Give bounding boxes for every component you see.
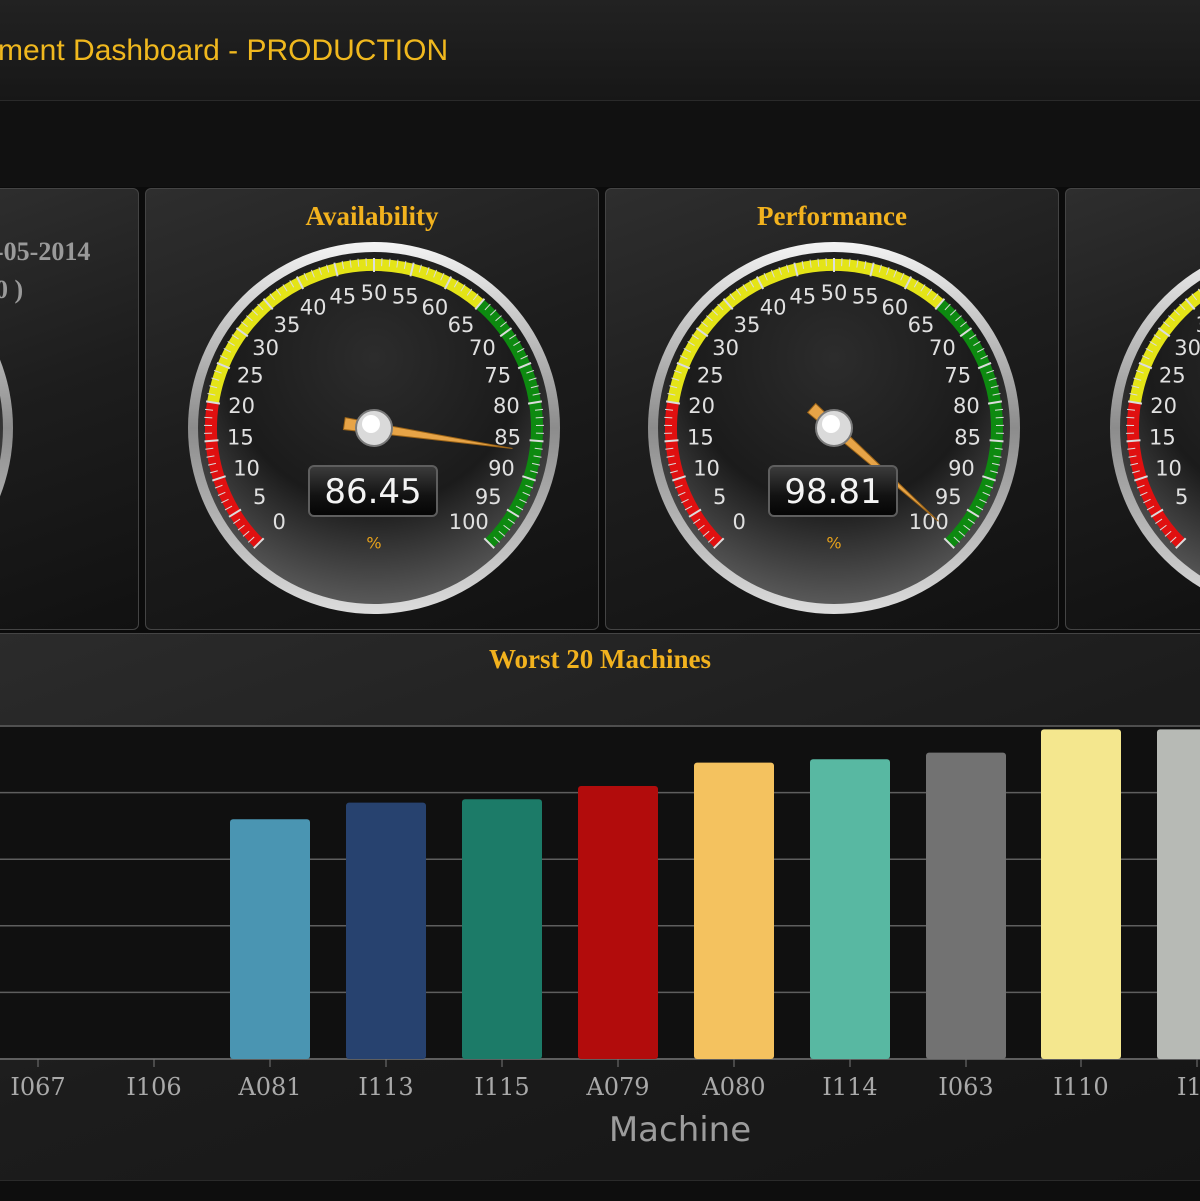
gauge-tick-label: 25 xyxy=(1159,364,1186,388)
title-bar: ment Dashboard - PRODUCTION xyxy=(0,0,1200,101)
x-tick-label: I110 xyxy=(1053,1073,1108,1101)
gauge-tick-label: 90 xyxy=(948,456,975,480)
x-tick-label: A081 xyxy=(237,1073,301,1101)
gauge-tick xyxy=(996,417,1004,418)
gauge-hub-highlight xyxy=(822,415,840,433)
gauge-tick xyxy=(536,417,544,418)
bar-a081 xyxy=(230,819,310,1059)
gauge-tick xyxy=(1126,417,1134,418)
x-tick-label: I113 xyxy=(358,1073,413,1101)
gauge-tick-label: 0 xyxy=(273,510,286,534)
gauge-tick-label: 10 xyxy=(693,456,720,480)
gauge-tick-label: 5 xyxy=(713,485,726,509)
app-title: ment Dashboard - PRODUCTION xyxy=(0,34,448,68)
gauge-tick-label: 0 xyxy=(733,510,746,534)
toolbar-area xyxy=(0,101,1200,187)
bar-i110 xyxy=(1041,729,1121,1059)
gauge-tick-label: 100 xyxy=(449,510,489,534)
gauge-tick-label: 95 xyxy=(935,485,962,509)
gauge-tick xyxy=(530,440,544,441)
bar-i10 xyxy=(1157,729,1200,1059)
gauge-tick-label: 65 xyxy=(448,313,475,337)
gauge-tick-label: 35 xyxy=(1196,313,1200,337)
x-tick-label: I114 xyxy=(822,1073,877,1101)
gauge-tick-label: 40 xyxy=(300,296,327,320)
gauge-tick-label: 35 xyxy=(734,313,761,337)
bar-i063 xyxy=(926,753,1006,1059)
footer-bar xyxy=(0,1180,1200,1201)
gauge-tick-label: 70 xyxy=(929,336,956,360)
gauge-tick-label: 30 xyxy=(1174,336,1200,360)
oee-gauge: 60708090 xyxy=(0,189,139,630)
gauge-tick-label: 30 xyxy=(252,336,279,360)
oee-panel: -05-2014 0 ) 60708090 xyxy=(0,188,139,630)
gauge-tick xyxy=(664,417,672,418)
x-tick-label: A079 xyxy=(585,1073,649,1101)
gauge-tick-label: 45 xyxy=(789,285,816,309)
bar-a080 xyxy=(694,763,774,1059)
gauge-tick-label: 85 xyxy=(954,426,981,450)
gauge-tick-label: 95 xyxy=(475,485,502,509)
gauge-tick-label: 50 xyxy=(361,281,388,305)
gauge-hub-highlight xyxy=(362,415,380,433)
x-axis-label: Machine xyxy=(560,1110,800,1150)
gauge-unit: % xyxy=(826,534,841,553)
gauge-tick-label: 60 xyxy=(881,296,908,320)
gauge-unit: % xyxy=(366,534,381,553)
gauge-tick-label: 50 xyxy=(821,281,848,305)
gauge-tick-label: 55 xyxy=(392,285,419,309)
gauge-tick-label: 30 xyxy=(712,336,739,360)
gauge-tick-label: 90 xyxy=(488,456,515,480)
x-tick-label: I106 xyxy=(126,1073,181,1101)
gauge-tick-label: 5 xyxy=(253,485,266,509)
gauge-tick-label: 25 xyxy=(237,364,264,388)
gauge-tick xyxy=(1127,440,1141,441)
gauge-tick-label: 20 xyxy=(1150,394,1177,418)
x-tick-label: I115 xyxy=(474,1073,529,1101)
gauge-tick-label: 10 xyxy=(1155,456,1182,480)
gauge-tick-label: 45 xyxy=(329,285,356,309)
gauge-tick-label: 75 xyxy=(944,364,971,388)
gauge-tick-label: 10 xyxy=(233,456,260,480)
gauge-face xyxy=(0,252,3,604)
gauge-tick-label: 35 xyxy=(274,313,301,337)
gauge-tick xyxy=(990,440,1004,441)
gauge-tick-label: 80 xyxy=(493,394,520,418)
worst-machines-chart: I067 I106 A081 I113 I115 A079 A080 I114 I063 I110… xyxy=(0,633,1200,1113)
bar-i114 xyxy=(810,759,890,1059)
x-tick-label: A080 xyxy=(701,1073,765,1101)
gauge-tick xyxy=(205,440,219,441)
bar-i115 xyxy=(462,799,542,1059)
gauge-tick-label: 60 xyxy=(421,296,448,320)
bar-a079 xyxy=(578,786,658,1059)
gauge-tick-label: 55 xyxy=(852,285,879,309)
x-tick-label: I063 xyxy=(938,1073,993,1101)
gauge-tick-label: 20 xyxy=(228,394,255,418)
bar-i113 xyxy=(346,803,426,1059)
gauge-tick xyxy=(204,417,212,418)
gauge-tick-label: 70 xyxy=(469,336,496,360)
gauge-tick-label: 80 xyxy=(953,394,980,418)
gauge-tick-label: 25 xyxy=(697,364,724,388)
x-tick-label: I10 xyxy=(1177,1073,1200,1101)
gauge-tick-label: 15 xyxy=(227,426,254,450)
gauge-tick-label: 15 xyxy=(687,426,714,450)
x-tick-label: I067 xyxy=(10,1073,65,1101)
gauge-tick-label: 15 xyxy=(1149,426,1176,450)
availability-readout: 86.45 xyxy=(308,465,438,517)
gauge-tick-label: 40 xyxy=(760,296,787,320)
gauge-tick-label: 5 xyxy=(1175,485,1188,509)
gauge-tick xyxy=(665,440,679,441)
gauge-tick-label: 75 xyxy=(484,364,511,388)
gauge-tick-label: 65 xyxy=(908,313,935,337)
gauge-tick-label: 20 xyxy=(688,394,715,418)
performance-readout: 98.81 xyxy=(768,465,898,517)
